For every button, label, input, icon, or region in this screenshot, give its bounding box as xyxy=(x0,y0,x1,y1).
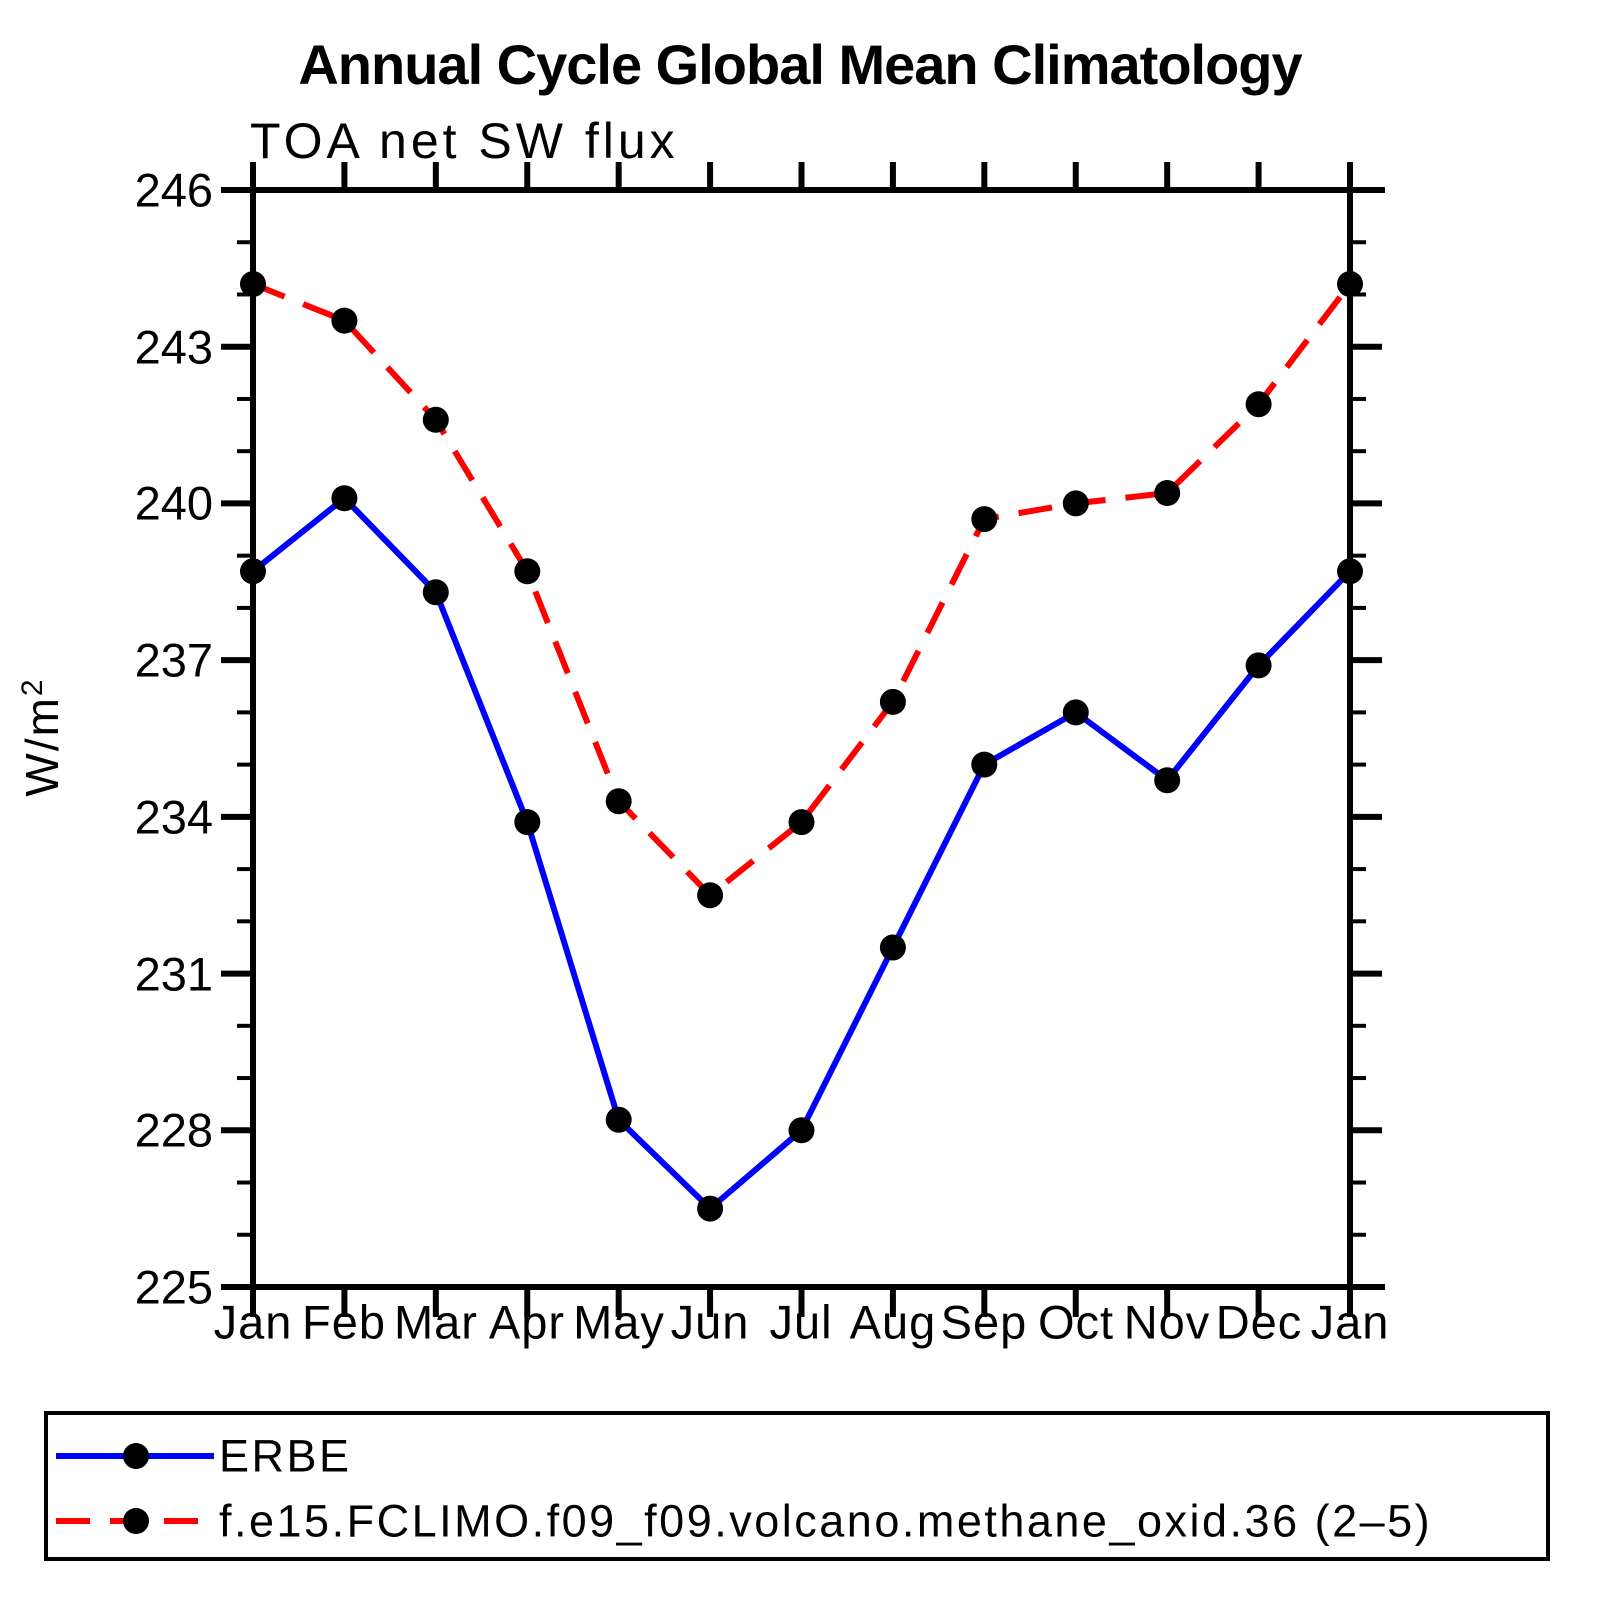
data-point-erbe-mar xyxy=(422,579,449,606)
y-tick-label-234: 234 xyxy=(135,791,213,844)
series-line-erbe xyxy=(251,494,1353,1213)
legend-entry-model: f.e15.FCLIMO.f09_f09.volcano.methane_oxi… xyxy=(56,1496,1432,1547)
series-line-model xyxy=(251,281,1353,900)
data-point-model-jun xyxy=(697,882,724,909)
y-axis-unit-exponent: 2 xyxy=(16,677,49,696)
legend-label-model: f.e15.FCLIMO.f09_f09.volcano.methane_oxi… xyxy=(219,1496,1432,1547)
data-point-erbe-jan xyxy=(1337,558,1363,585)
data-point-model-sep xyxy=(971,506,998,533)
legend-marker-erbe xyxy=(123,1443,149,1469)
data-point-model-oct xyxy=(1062,490,1089,517)
data-point-erbe-sep xyxy=(971,751,998,778)
data-point-erbe-nov xyxy=(1154,767,1181,794)
data-point-erbe-feb xyxy=(331,485,358,512)
legend-entry-erbe: ERBE xyxy=(56,1431,352,1482)
chart-subtitle: TOA net SW flux xyxy=(250,113,679,169)
data-point-model-jan xyxy=(240,271,266,297)
y-tick-label-240: 240 xyxy=(135,477,213,530)
data-point-erbe-apr xyxy=(514,809,541,836)
data-point-model-jan xyxy=(1337,271,1363,297)
data-point-model-mar xyxy=(422,406,449,433)
plot-area xyxy=(221,162,1385,1317)
y-tick-label-243: 243 xyxy=(135,321,213,374)
y-tick-label-231: 231 xyxy=(135,948,213,1001)
data-point-model-apr xyxy=(514,558,541,585)
data-point-erbe-oct xyxy=(1062,699,1089,726)
data-point-erbe-jul xyxy=(788,1117,815,1144)
data-point-model-may xyxy=(605,788,632,815)
y-tick-label-237: 237 xyxy=(135,634,213,687)
legend-marker-model xyxy=(123,1508,149,1534)
legend: ERBE f.e15.FCLIMO.f09_f09.volcano.methan… xyxy=(44,1411,1550,1561)
data-point-erbe-aug xyxy=(879,934,906,961)
y-axis-unit-label: W/m2 xyxy=(16,677,68,796)
data-point-erbe-may xyxy=(605,1106,632,1133)
data-point-model-jul xyxy=(788,809,815,836)
legend-label-erbe: ERBE xyxy=(219,1431,352,1482)
y-tick-label-246: 246 xyxy=(135,164,213,217)
y-tick-label-225: 225 xyxy=(135,1261,213,1314)
chart-title: Annual Cycle Global Mean Climatology xyxy=(298,33,1302,96)
data-point-erbe-jan xyxy=(240,558,266,585)
data-point-model-aug xyxy=(879,688,906,715)
y-axis-unit-base: W/m xyxy=(16,696,68,797)
data-point-erbe-jun xyxy=(697,1195,724,1222)
data-point-model-dec xyxy=(1245,391,1272,418)
data-point-model-feb xyxy=(331,307,358,334)
data-point-erbe-dec xyxy=(1245,652,1272,679)
legend-box xyxy=(44,1411,1550,1561)
y-tick-label-228: 228 xyxy=(135,1104,213,1157)
data-point-model-nov xyxy=(1154,480,1181,506)
